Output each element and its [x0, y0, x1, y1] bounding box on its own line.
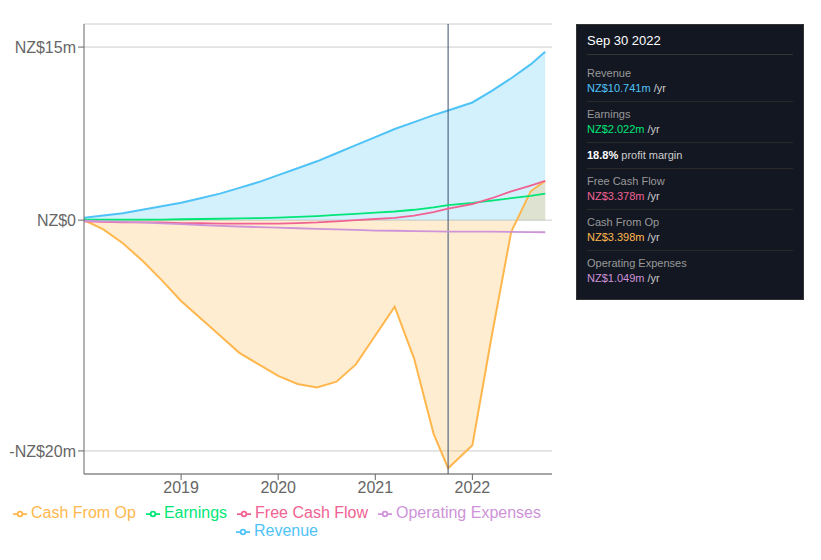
- svg-text:2022: 2022: [455, 479, 491, 496]
- html-text:Sep 30 2022: Sep 30 2022: [587, 33, 661, 48]
- html-text:Revenue: Revenue: [587, 67, 631, 79]
- svg-text:2019: 2019: [163, 479, 199, 496]
- html-text:Earnings: Earnings: [587, 108, 631, 120]
- svg-text:-NZ$20m: -NZ$20m: [9, 443, 76, 460]
- html-text:Revenue: Revenue: [254, 522, 318, 539]
- html-text:Operating Expenses: Operating Expenses: [396, 504, 541, 521]
- html-text:18.8% profit margin: 18.8% profit margin: [587, 149, 683, 161]
- html-text:NZ$10.741m /yr: NZ$10.741m /yr: [587, 82, 666, 94]
- html-text:NZ$3.398m /yr: NZ$3.398m /yr: [587, 231, 660, 243]
- html-text:Cash From Op: Cash From Op: [31, 504, 136, 521]
- html-text:NZ$2.022m /yr: NZ$2.022m /yr: [587, 123, 660, 135]
- html-text:Operating Expenses: Operating Expenses: [587, 257, 687, 269]
- svg-text:2021: 2021: [357, 479, 393, 496]
- html-text:Earnings: Earnings: [163, 504, 228, 521]
- svg-text:NZ$15m: NZ$15m: [15, 39, 76, 56]
- svg-text:NZ$0: NZ$0: [37, 212, 76, 229]
- html-text:NZ$1.049m /yr: NZ$1.049m /yr: [587, 272, 660, 284]
- html-text:NZ$3.378m /yr: NZ$3.378m /yr: [587, 190, 660, 202]
- html-text:Free Cash Flow: Free Cash Flow: [255, 504, 368, 521]
- html-text:Cash From Op: Cash From Op: [587, 216, 660, 228]
- svg-text:2020: 2020: [260, 479, 296, 496]
- html-text:Free Cash Flow: Free Cash Flow: [587, 175, 665, 187]
